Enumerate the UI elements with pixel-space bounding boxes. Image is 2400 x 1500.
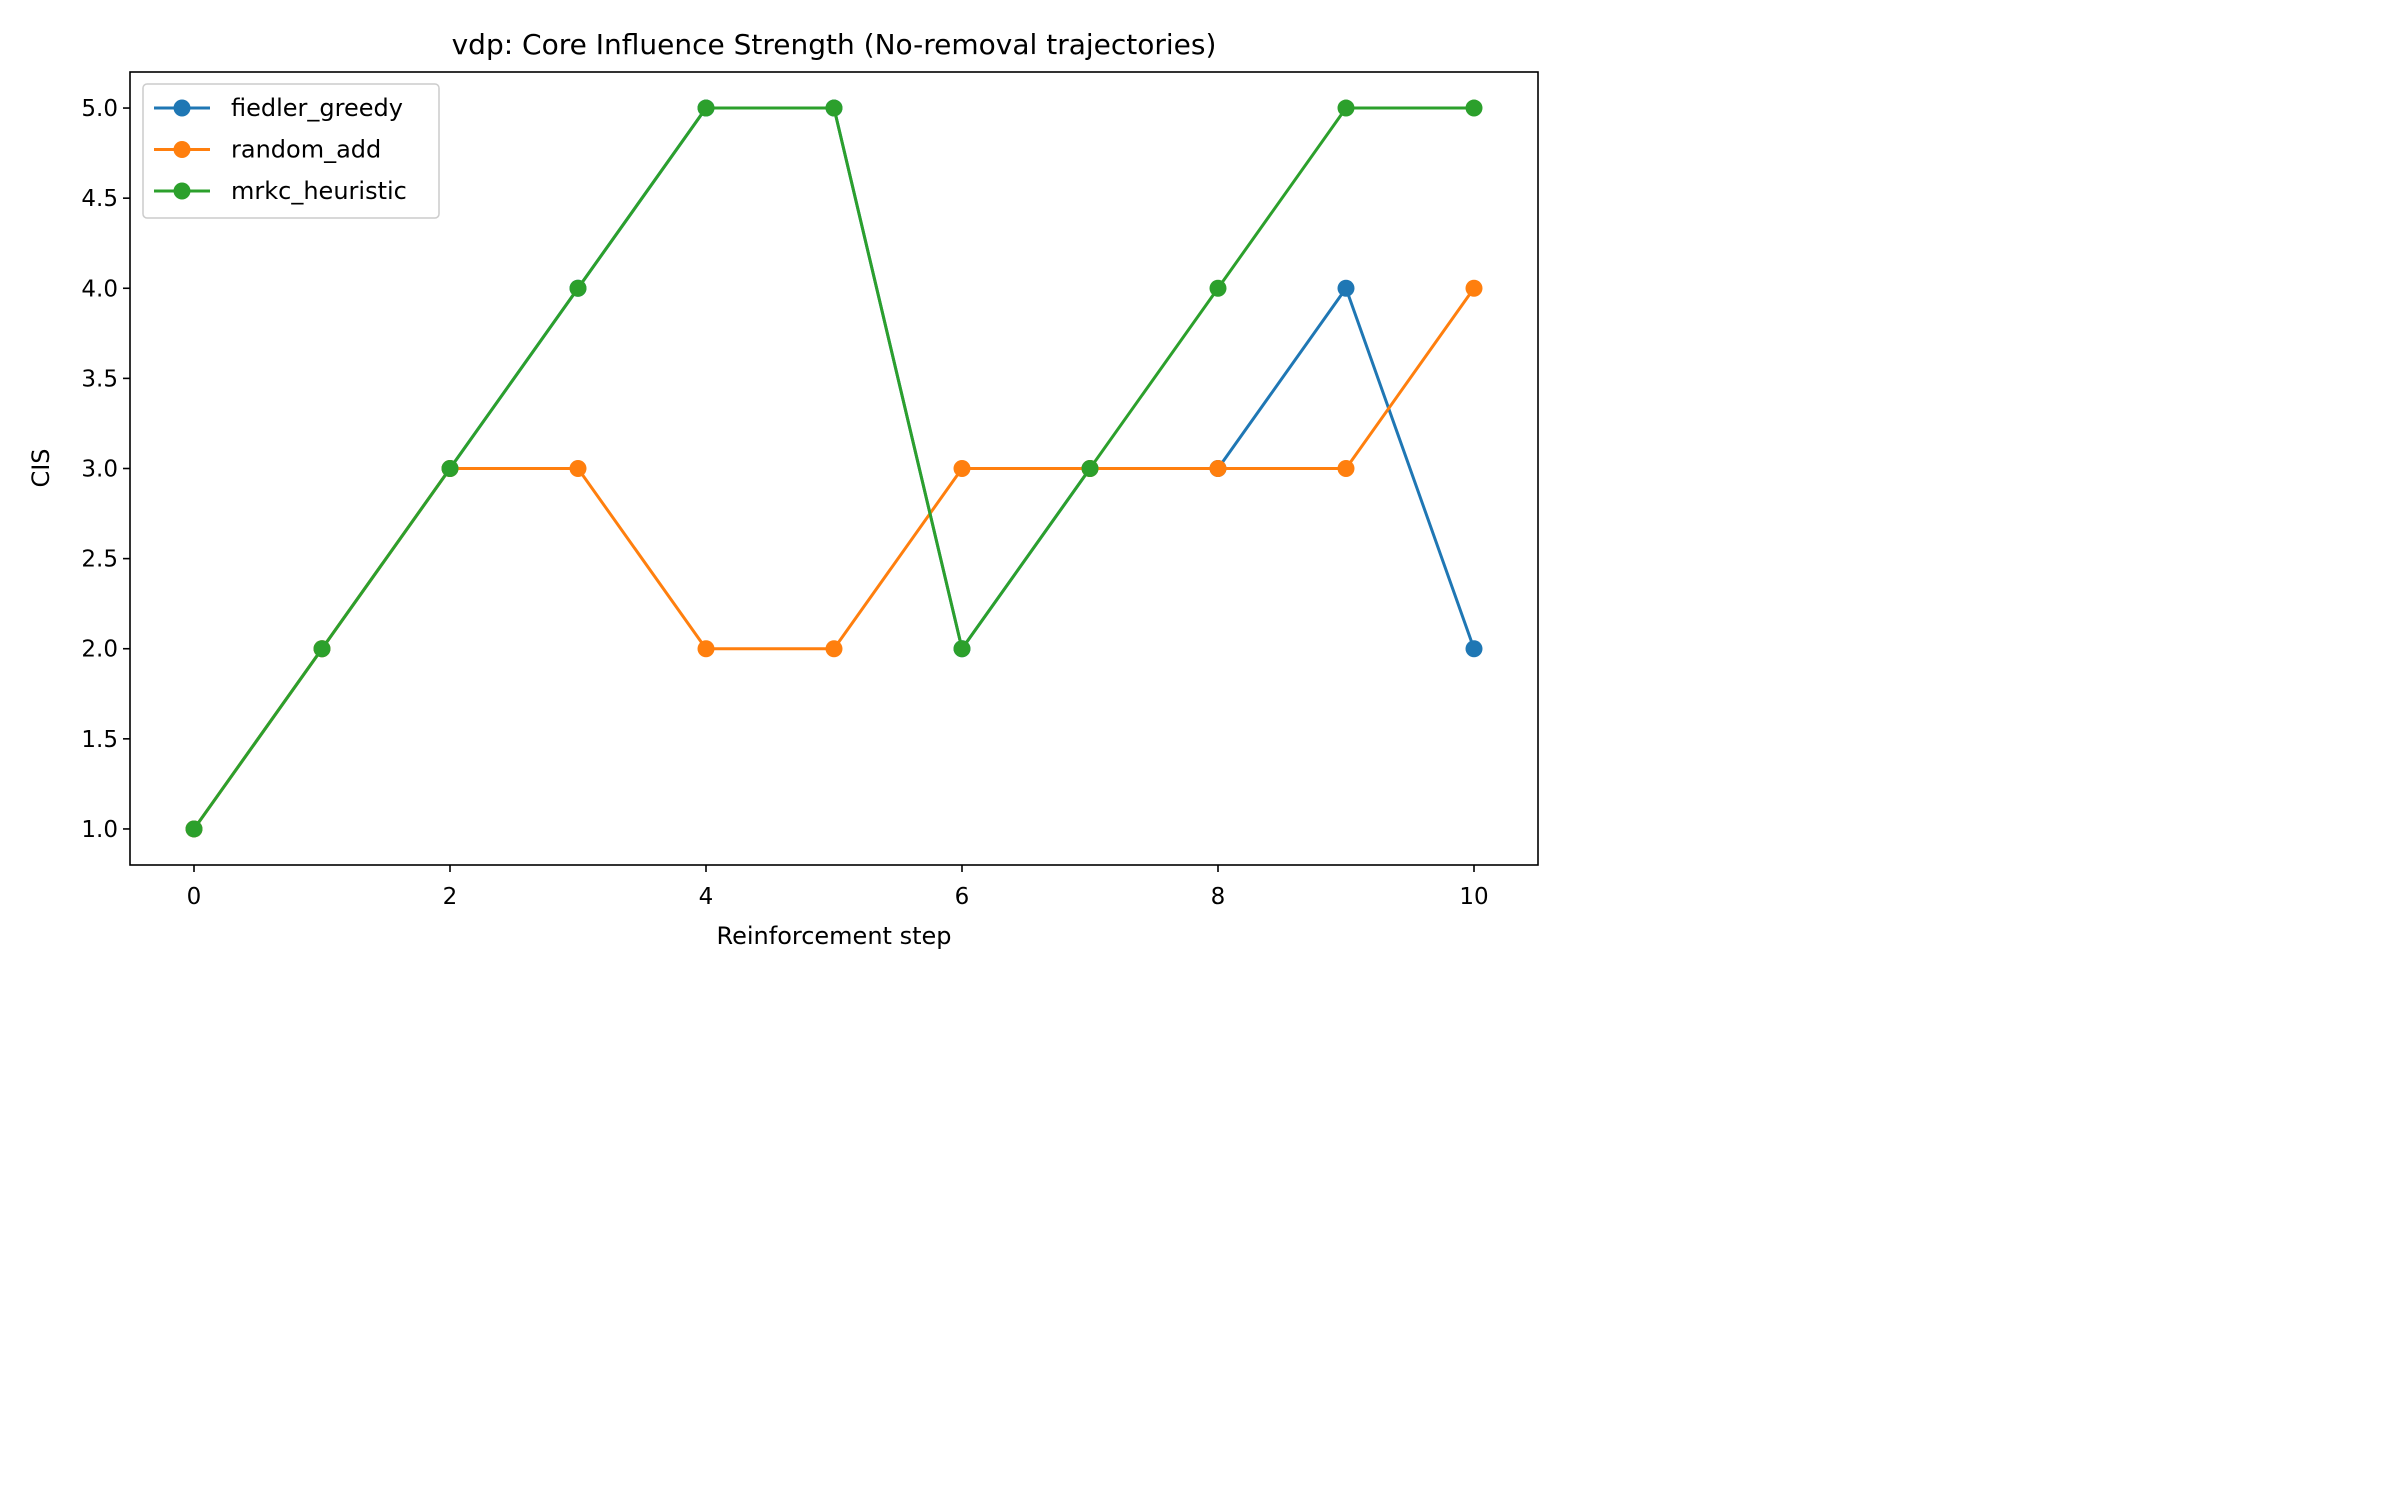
x-tick-label: 10 xyxy=(1459,884,1488,910)
legend-box xyxy=(142,83,440,219)
plot-area xyxy=(185,99,1483,838)
legend: fiedler_greedy random_add mrkc_heuristic xyxy=(142,83,440,219)
x-tick-label: 2 xyxy=(443,884,458,910)
data-point-mrkc_heuristic xyxy=(1337,99,1355,117)
y-tick-label: 2.5 xyxy=(81,547,118,573)
legend-marker-fiedler_greedy xyxy=(173,99,191,117)
y-tick-label: 4.5 xyxy=(81,186,118,212)
data-point-fiedler_greedy xyxy=(1337,279,1355,297)
y-tick-label: 1.5 xyxy=(81,727,118,753)
data-point-random_add xyxy=(697,640,715,658)
y-tick-label: 4.0 xyxy=(81,276,118,302)
data-point-random_add xyxy=(825,640,843,658)
legend-label-random_add: random_add xyxy=(231,136,381,164)
x-tick-label: 8 xyxy=(1211,884,1226,910)
x-tick-label: 6 xyxy=(955,884,970,910)
data-point-random_add xyxy=(1337,460,1355,477)
legend-label-fiedler_greedy: fiedler_greedy xyxy=(231,94,403,122)
y-axis: 1.0 1.5 2.0 2.5 3.0 3.5 4.0 4.5 5.0 xyxy=(81,96,130,843)
y-tick-label: 1.0 xyxy=(81,817,118,843)
y-tick-label: 3.0 xyxy=(81,457,118,483)
line-chart: vdp: Core Influence Strength (No-removal… xyxy=(0,0,1561,976)
data-point-mrkc_heuristic xyxy=(1209,279,1227,297)
data-point-mrkc_heuristic xyxy=(1081,460,1099,477)
data-point-mrkc_heuristic xyxy=(569,279,587,297)
legend-marker-random_add xyxy=(173,141,191,158)
y-axis-label: CIS xyxy=(27,448,55,487)
y-tick-label: 3.5 xyxy=(81,366,118,392)
data-point-mrkc_heuristic xyxy=(441,460,459,477)
legend-label-mrkc_heuristic: mrkc_heuristic xyxy=(231,177,407,205)
data-point-fiedler_greedy xyxy=(1465,640,1483,658)
data-point-random_add xyxy=(1465,279,1483,297)
data-point-mrkc_heuristic xyxy=(1465,99,1483,117)
data-point-mrkc_heuristic xyxy=(953,640,971,658)
x-tick-label: 0 xyxy=(187,884,202,910)
y-tick-label: 2.0 xyxy=(81,637,118,663)
x-axis: 0 2 4 6 8 10 xyxy=(187,865,1489,910)
data-point-mrkc_heuristic xyxy=(313,640,331,658)
chart-title: vdp: Core Influence Strength (No-removal… xyxy=(452,28,1217,61)
data-point-mrkc_heuristic xyxy=(697,99,715,117)
x-axis-label: Reinforcement step xyxy=(717,922,952,950)
data-point-mrkc_heuristic xyxy=(185,820,203,838)
data-point-mrkc_heuristic xyxy=(825,99,843,117)
data-point-random_add xyxy=(953,460,971,477)
data-point-random_add xyxy=(1209,460,1227,477)
y-tick-label: 5.0 xyxy=(81,96,118,122)
data-point-random_add xyxy=(569,460,587,477)
x-tick-label: 4 xyxy=(699,884,714,910)
legend-marker-mrkc_heuristic xyxy=(173,182,191,200)
